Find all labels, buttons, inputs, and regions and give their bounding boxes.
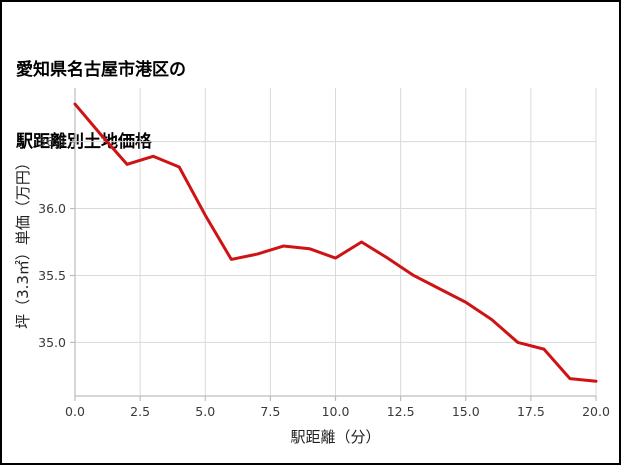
x-tick-label: 10.0 <box>322 404 350 419</box>
x-tick-label: 5.0 <box>195 404 215 419</box>
x-tick-label: 2.5 <box>130 404 150 419</box>
y-tick-label: 36.5 <box>38 134 66 149</box>
price-series-line <box>73 102 598 383</box>
x-tick-label: 7.5 <box>260 404 280 419</box>
x-tick-label: 12.5 <box>387 404 415 419</box>
x-axis-label: 駅距離（分） <box>290 428 380 446</box>
x-tick-label: 15.0 <box>452 404 480 419</box>
y-tick-label: 36.0 <box>38 201 66 216</box>
y-tick-label: 35.0 <box>38 335 66 350</box>
y-tick-label: 35.5 <box>38 268 66 283</box>
chart-title-line1: 愛知県名古屋市港区の <box>16 60 186 80</box>
x-tick-label: 0.0 <box>65 404 85 419</box>
x-tick-label: 17.5 <box>517 404 545 419</box>
y-axis-label: 坪（3.3㎡）単価（万円） <box>14 155 32 329</box>
x-tick-label: 20.0 <box>582 404 610 419</box>
